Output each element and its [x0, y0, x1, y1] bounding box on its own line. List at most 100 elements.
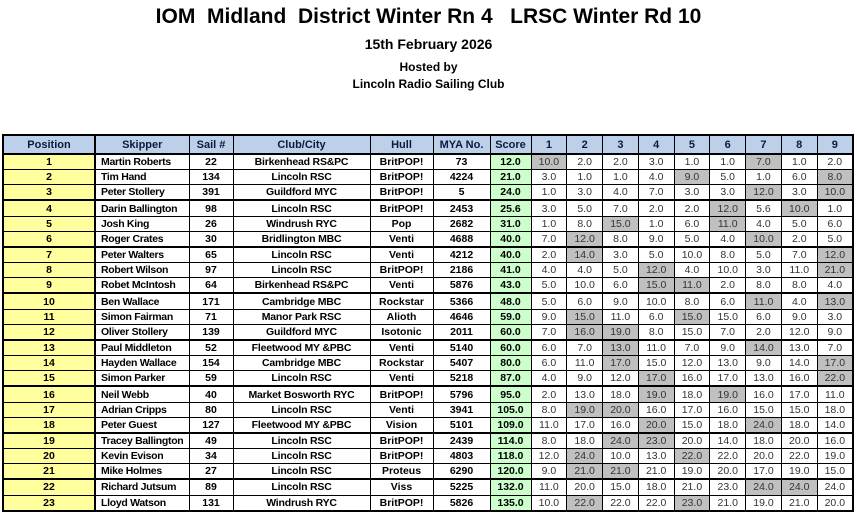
race-score-cell: 6.0: [816, 215, 854, 232]
sail-number-cell: 98: [188, 199, 234, 217]
race-score-cell: 3.0: [602, 246, 639, 264]
race-score-cell: 19.0: [816, 448, 854, 465]
sail-number-cell: 52: [188, 339, 234, 357]
race-score-cell: 13.0: [709, 355, 747, 372]
mya-number-cell: 2439: [432, 432, 491, 450]
race-score-cell: 17.0: [816, 355, 854, 372]
position-cell: 14: [2, 355, 96, 372]
position-cell: 21: [2, 463, 96, 481]
race-score-cell: 16.0: [709, 401, 747, 418]
position-cell: 12: [2, 323, 96, 341]
score-cell: 25.6: [489, 199, 532, 217]
race-score-cell: 15.0: [780, 401, 818, 418]
mya-number-cell: 2453: [432, 199, 491, 217]
race-score-cell: 16.0: [816, 432, 854, 450]
position-cell: 13: [2, 339, 96, 357]
column-header-4: 4: [637, 134, 675, 155]
mya-number-cell: 2682: [432, 215, 491, 232]
race-score-cell: 10.0: [566, 277, 604, 295]
race-score-cell: 5.0: [530, 292, 568, 310]
hull-cell: Isotonic: [369, 323, 434, 341]
table-row: 21 Mike Holmes 27 Lincoln RSC Proteus 6290 120…: [2, 463, 854, 481]
race-score-cell: 21.0: [566, 463, 604, 481]
sail-number-cell: 134: [188, 169, 234, 186]
race-score-cell: 8.0: [530, 401, 568, 418]
race-score-cell: 5.6: [745, 199, 782, 217]
race-score-cell: 12.0: [780, 323, 818, 341]
race-score-cell: 17.0: [745, 463, 782, 481]
race-score-cell: 24.0: [780, 478, 818, 496]
race-score-cell: 10.0: [745, 230, 782, 248]
race-score-cell: 4.0: [566, 262, 604, 279]
race-score-cell: 14.0: [780, 355, 818, 372]
race-score-cell: 12.0: [745, 184, 782, 202]
position-cell: 15: [2, 370, 96, 388]
race-score-cell: 3.0: [745, 262, 782, 279]
mya-number-cell: 4212: [432, 246, 491, 264]
race-score-cell: 22.0: [566, 494, 604, 512]
event-title: IOM Midland District Winter Rn 4 LRSC Wi…: [155, 5, 702, 28]
race-score-cell: 11.0: [673, 277, 711, 295]
race-score-cell: 10.0: [530, 494, 568, 512]
column-header-5: 5: [673, 134, 711, 155]
race-score-cell: 9.0: [602, 292, 639, 310]
race-score-cell: 14.0: [745, 339, 782, 357]
mya-number-cell: 5225: [432, 478, 491, 496]
race-score-cell: 18.0: [709, 416, 747, 434]
race-score-cell: 20.0: [566, 478, 604, 496]
race-score-cell: 16.0: [673, 370, 711, 388]
race-score-cell: 18.0: [816, 401, 854, 418]
race-score-cell: 13.0: [780, 339, 818, 357]
race-score-cell: 10.0: [530, 153, 568, 171]
sail-number-cell: 171: [188, 292, 234, 310]
mya-number-cell: 5218: [432, 370, 491, 388]
position-cell: 4: [2, 199, 96, 217]
race-score-cell: 5.0: [745, 246, 782, 264]
score-cell: 135.0: [489, 494, 532, 512]
skipper-cell: Kevin Evison: [94, 448, 190, 465]
race-score-cell: 7.0: [530, 230, 568, 248]
skipper-cell: Robert Wilson: [94, 262, 190, 279]
race-score-cell: 18.0: [566, 432, 604, 450]
race-score-cell: 22.0: [780, 448, 818, 465]
sail-number-cell: 26: [188, 215, 234, 232]
hull-cell: BritPOP!: [369, 184, 434, 202]
results-table-header: Position Skipper Sail # Club/City Hull MYA No…: [2, 134, 854, 155]
race-score-cell: 2.0: [602, 153, 639, 171]
race-score-cell: 13.0: [637, 448, 675, 465]
race-score-cell: 1.0: [637, 215, 675, 232]
race-score-cell: 8.0: [530, 432, 568, 450]
club-cell: Lincoln RSC: [232, 463, 371, 481]
race-score-cell: 12.0: [530, 448, 568, 465]
position-cell: 19: [2, 432, 96, 450]
race-score-cell: 20.0: [816, 494, 854, 512]
skipper-cell: Lloyd Watson: [94, 494, 190, 512]
hull-cell: Venti: [369, 401, 434, 418]
header-row: Position Skipper Sail # Club/City Hull MYA No…: [2, 134, 854, 155]
table-row: 11 Simon Fairman 71 Manor Park RSC Alioth 464…: [2, 308, 854, 325]
race-score-cell: 18.0: [673, 385, 711, 403]
position-cell: 16: [2, 385, 96, 403]
position-cell: 17: [2, 401, 96, 418]
skipper-cell: Oliver Stollery: [94, 323, 190, 341]
sail-number-cell: 40: [188, 385, 234, 403]
race-score-cell: 11.0: [530, 478, 568, 496]
hull-cell: Rockstar: [369, 355, 434, 372]
column-header-score: Score: [489, 134, 532, 155]
column-header-1: 1: [530, 134, 568, 155]
table-row: 4 Darin Ballington 98 Lincoln RSC BritPOP! 24…: [2, 199, 854, 217]
mya-number-cell: 5407: [432, 355, 491, 372]
race-score-cell: 2.0: [673, 199, 711, 217]
race-score-cell: 1.0: [816, 199, 854, 217]
mya-number-cell: 4224: [432, 169, 491, 186]
position-cell: 1: [2, 153, 96, 171]
skipper-cell: Darin Ballington: [94, 199, 190, 217]
position-cell: 20: [2, 448, 96, 465]
sail-number-cell: 49: [188, 432, 234, 450]
score-cell: 109.0: [489, 416, 532, 434]
race-score-cell: 9.0: [709, 339, 747, 357]
race-score-cell: 22.0: [816, 370, 854, 388]
race-score-cell: 19.0: [602, 323, 639, 341]
race-score-cell: 19.0: [709, 385, 747, 403]
club-cell: Lincoln RSC: [232, 370, 371, 388]
